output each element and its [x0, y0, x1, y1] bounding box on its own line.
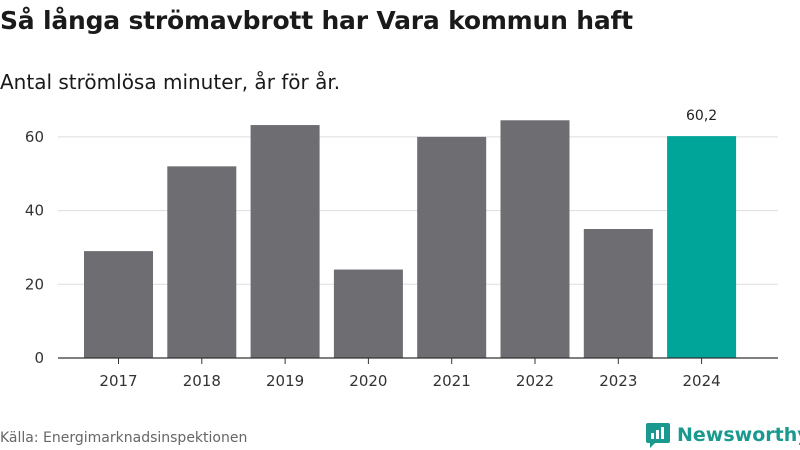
chart-subtitle: Antal strömlösa minuter, år för år.: [0, 70, 341, 94]
chart-title: Så långa strömavbrott har Vara kommun ha…: [0, 6, 633, 35]
bar-2021: [417, 136, 487, 358]
bar-2020: [333, 269, 403, 358]
newsworthy-logo-icon: [646, 423, 670, 448]
y-tick-label: 0: [34, 349, 44, 367]
x-tick-label: 2021: [433, 372, 471, 390]
brand-logo: Newsworthy: [645, 421, 800, 449]
x-tick-label: 2019: [266, 372, 304, 390]
x-tick-label: 2023: [599, 372, 637, 390]
y-tick-label: 60: [25, 128, 44, 146]
bars: [84, 120, 737, 359]
y-tick-label: 40: [25, 202, 44, 220]
bar-2023: [583, 229, 653, 358]
bar-2019: [250, 125, 320, 358]
x-tick-label: 2017: [99, 372, 137, 390]
data-label: 60,2: [686, 108, 717, 124]
x-axis-ticks: 2017 2018 2019 2020 2021 2022 2023 2024: [99, 358, 721, 390]
bar-2017: [84, 251, 153, 358]
x-tick-label: 2024: [683, 372, 721, 390]
x-tick-label: 2022: [516, 372, 554, 390]
bar-2022: [500, 120, 570, 359]
y-axis-ticks: 0 20 40 60: [25, 128, 44, 367]
x-tick-label: 2018: [183, 372, 221, 390]
bar-2018: [167, 166, 237, 358]
brand-name: Newsworthy: [677, 424, 800, 446]
bar-2024: [667, 136, 737, 358]
x-tick-label: 2020: [349, 372, 387, 390]
y-tick-label: 20: [25, 275, 44, 293]
data-labels: 60,2: [686, 108, 717, 124]
source-note: Källa: Energimarknadsinspektionen: [0, 430, 248, 446]
